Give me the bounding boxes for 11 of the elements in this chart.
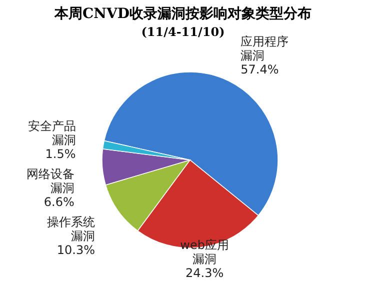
data-label: 6.6% [44,194,74,209]
chart-title: 本周CNVD收录漏洞按影响对象类型分布 [54,6,312,22]
slice-label: 应用程序漏洞 [240,34,289,63]
data-label: 24.3% [186,266,224,280]
data-label: 57.4% [240,62,279,77]
slice-label: 安全产品漏洞 [28,118,76,147]
chart-subtitle: (11/4-11/10) [141,25,225,39]
data-label: 10.3% [56,242,95,257]
slice-label: 网络设备漏洞 [26,166,74,195]
data-label: 1.5% [45,146,76,161]
slice-label: 操作系统漏洞 [46,214,95,243]
